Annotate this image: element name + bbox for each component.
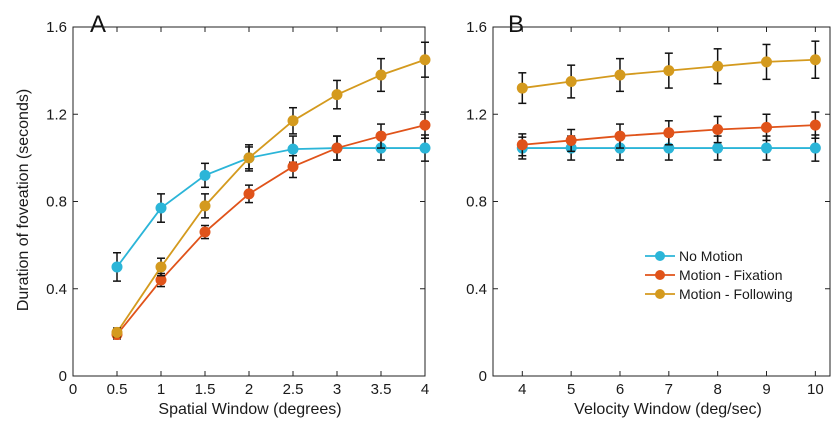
data-point (565, 76, 577, 88)
x-tick-label: 8 (713, 381, 721, 398)
legend-marker (655, 289, 665, 299)
x-tick-label: 7 (665, 381, 673, 398)
data-point (516, 82, 528, 94)
x-tick-label: 4 (421, 381, 429, 398)
x-tick-label: 9 (762, 381, 770, 398)
data-point (287, 161, 299, 173)
legend-marker (655, 251, 665, 261)
x-tick-label: 5 (567, 381, 575, 398)
panel-b: B Velocity Window (deg/sec) 4 5 6 7 8 9 10 0 0.4… (466, 11, 831, 418)
data-point (712, 60, 724, 72)
data-point (331, 89, 343, 101)
series-motion-following (111, 41, 431, 338)
series-no-motion (111, 134, 431, 282)
data-point (111, 326, 123, 338)
x-tick-label: 2 (245, 381, 253, 398)
series-motion-following (516, 40, 821, 105)
x-axis-label: Spatial Window (degrees) (158, 401, 341, 418)
data-point (761, 142, 773, 154)
panel-letter: A (90, 11, 106, 38)
plot-frame (492, 26, 831, 377)
y-tick-label: 1.6 (466, 19, 487, 36)
data-point (155, 274, 167, 286)
series-motion-fixation (516, 111, 821, 157)
panel-a: A Duration of foveation (seconds) Spatia… (15, 11, 431, 418)
x-axis-label: Velocity Window (deg/sec) (574, 401, 762, 418)
series-line (116, 147, 425, 268)
x-tick-label: 0 (69, 381, 77, 398)
y-tick-label: 0 (479, 368, 487, 385)
data-point (663, 65, 675, 77)
x-tick-label: 6 (616, 381, 624, 398)
data-point (199, 226, 211, 238)
x-tick-label: 3 (333, 381, 341, 398)
data-point (614, 69, 626, 81)
legend-entry: Motion - Fixation (679, 267, 782, 283)
data-point (375, 69, 387, 81)
data-point (155, 261, 167, 273)
data-point (761, 121, 773, 133)
legend: No Motion Motion - Fixation Motion - Follo… (645, 248, 793, 302)
data-point (809, 119, 821, 131)
data-point (111, 261, 123, 273)
data-point (809, 54, 821, 66)
data-point (419, 119, 431, 131)
data-point (199, 169, 211, 181)
data-point (243, 188, 255, 200)
x-tick-label: 4 (518, 381, 526, 398)
legend-entry: No Motion (679, 248, 743, 264)
series-line (116, 124, 426, 336)
data-point (199, 200, 211, 212)
data-point (155, 202, 167, 214)
y-tick-label: 0 (59, 368, 67, 385)
x-tick-label: 2.5 (283, 381, 304, 398)
series-motion-fixation (111, 111, 431, 341)
panel-letter: B (508, 11, 524, 38)
data-point (287, 143, 299, 155)
data-point (243, 152, 255, 164)
y-tick-label: 1.6 (46, 19, 67, 36)
y-tick-label: 1.2 (466, 106, 487, 123)
data-point (761, 56, 773, 68)
data-point (809, 142, 821, 154)
data-point (565, 134, 577, 146)
data-point (375, 130, 387, 142)
y-tick-label: 1.2 (46, 106, 67, 123)
x-tick-label: 10 (807, 381, 824, 398)
data-point (712, 142, 724, 154)
y-tick-label: 0.4 (46, 281, 67, 298)
x-tick-label: 1.5 (195, 381, 216, 398)
data-point (419, 142, 431, 154)
y-tick-label: 0.4 (466, 281, 487, 298)
x-tick-label: 0.5 (107, 381, 128, 398)
y-tick-label: 0.8 (466, 194, 487, 211)
data-point (287, 115, 299, 127)
x-tick-label: 3.5 (371, 381, 392, 398)
series-line (116, 58, 426, 333)
data-point (516, 139, 528, 151)
data-point (331, 142, 343, 154)
data-point (712, 124, 724, 136)
data-point (614, 130, 626, 142)
data-point (419, 54, 431, 66)
y-tick-label: 0.8 (46, 194, 67, 211)
legend-marker (655, 270, 665, 280)
legend-entry: Motion - Following (679, 286, 793, 302)
y-axis-label: Duration of foveation (seconds) (15, 89, 32, 311)
data-point (663, 127, 675, 139)
x-tick-label: 1 (157, 381, 165, 398)
